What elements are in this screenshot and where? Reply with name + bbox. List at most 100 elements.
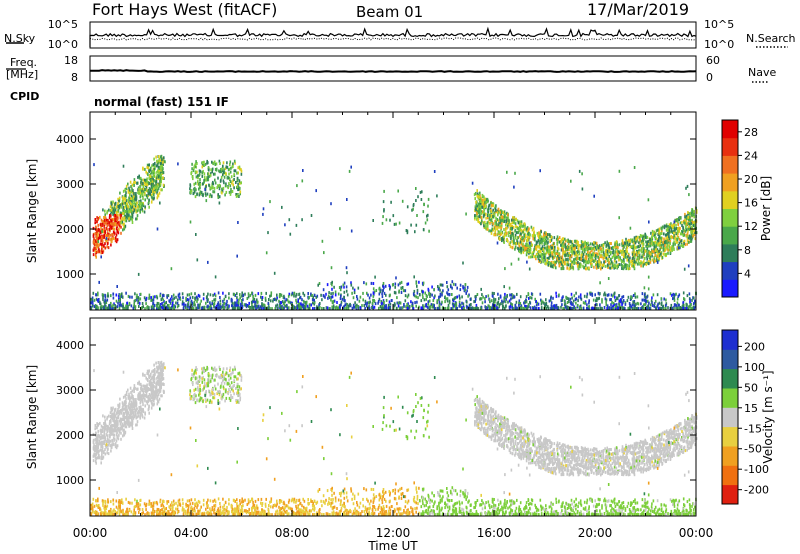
power-cell xyxy=(451,293,453,296)
power-cell xyxy=(484,305,486,309)
power-cell xyxy=(451,286,453,290)
power-cell xyxy=(156,163,159,167)
power-cell xyxy=(422,290,424,294)
power-cell xyxy=(227,168,230,172)
power-cell xyxy=(588,247,590,251)
power-cell xyxy=(547,248,550,252)
power-cell xyxy=(524,227,526,231)
power-cell xyxy=(95,255,97,259)
power-cell xyxy=(104,246,107,250)
power-cell xyxy=(500,232,503,236)
power-cell xyxy=(552,251,554,255)
power-cell xyxy=(599,263,602,267)
power-cell xyxy=(392,214,395,218)
power-cell xyxy=(122,189,125,193)
power-cell xyxy=(501,216,504,219)
power-cell xyxy=(353,288,356,292)
power-cell xyxy=(428,299,431,303)
power-cell xyxy=(654,253,656,257)
power-cell xyxy=(415,187,417,190)
power-cell xyxy=(477,195,479,199)
power-cell xyxy=(96,216,98,220)
power-cell xyxy=(564,245,566,249)
power-cell xyxy=(667,306,669,310)
power-cell xyxy=(224,295,227,299)
power-cell xyxy=(623,245,625,249)
power-cell xyxy=(389,287,391,291)
power-cell xyxy=(607,243,609,247)
power-cell xyxy=(561,246,563,250)
power-cell xyxy=(498,236,500,240)
power-cell xyxy=(664,244,666,248)
power-cell xyxy=(206,159,208,163)
power-cell xyxy=(596,244,599,248)
power-cell xyxy=(199,169,202,173)
power-cell xyxy=(110,214,112,218)
power-cell xyxy=(561,262,563,266)
power-cell xyxy=(146,180,149,184)
power-cell xyxy=(221,187,223,191)
power-cell xyxy=(429,306,431,310)
power-cell xyxy=(552,260,555,264)
power-cell xyxy=(621,260,623,264)
power-cell xyxy=(388,300,391,304)
power-cell xyxy=(138,301,141,305)
power-cell xyxy=(596,260,599,264)
power-cell xyxy=(128,186,130,190)
power-cell xyxy=(522,250,525,254)
power-cell xyxy=(115,205,118,209)
power-cell xyxy=(308,306,311,310)
power-cell xyxy=(587,253,590,257)
power-cell xyxy=(156,304,159,308)
power-cell xyxy=(142,197,144,201)
power-cell xyxy=(191,175,194,179)
power-cell xyxy=(161,158,163,162)
power-cell xyxy=(99,223,102,227)
power-cell xyxy=(106,228,109,232)
power-cell xyxy=(104,221,107,225)
power-cell xyxy=(398,289,400,293)
power-cell xyxy=(669,240,672,243)
power-cell xyxy=(114,203,116,207)
power-cell xyxy=(554,260,556,264)
power-cell xyxy=(640,260,642,264)
power-cell xyxy=(622,299,625,303)
power-cell xyxy=(236,296,238,300)
power-cell xyxy=(198,187,200,191)
power-cell xyxy=(239,167,241,171)
power-cell xyxy=(483,210,485,214)
power-cell xyxy=(568,251,570,255)
power-cell xyxy=(187,298,190,302)
power-cell xyxy=(483,224,485,228)
power-cell xyxy=(222,164,224,168)
power-cell xyxy=(176,301,179,305)
power-cell xyxy=(567,254,569,258)
power-cell xyxy=(224,184,227,188)
power-cell xyxy=(542,300,544,304)
power-cell xyxy=(532,226,535,230)
power-cell xyxy=(515,300,518,304)
power-cell xyxy=(445,297,447,301)
power-cell xyxy=(136,217,138,221)
power-cell xyxy=(507,239,509,243)
power-cell xyxy=(672,243,675,247)
power-cell xyxy=(633,259,636,263)
power-cell xyxy=(425,297,427,301)
power-cell xyxy=(661,225,664,229)
power-cell xyxy=(593,260,595,264)
power-cell xyxy=(96,243,98,247)
power-cell xyxy=(673,240,675,244)
power-cell xyxy=(623,261,625,265)
power-cell xyxy=(128,196,130,200)
power-cell xyxy=(160,166,163,170)
power-cell xyxy=(579,293,582,297)
power-cell xyxy=(208,168,210,172)
power-cell xyxy=(694,231,696,234)
power-cell xyxy=(134,180,136,184)
power-cell xyxy=(465,291,467,295)
power-cell xyxy=(106,211,108,215)
power-cell xyxy=(564,243,567,247)
power-cell xyxy=(635,253,638,257)
power-cell xyxy=(162,176,164,180)
power-cell xyxy=(649,252,652,256)
